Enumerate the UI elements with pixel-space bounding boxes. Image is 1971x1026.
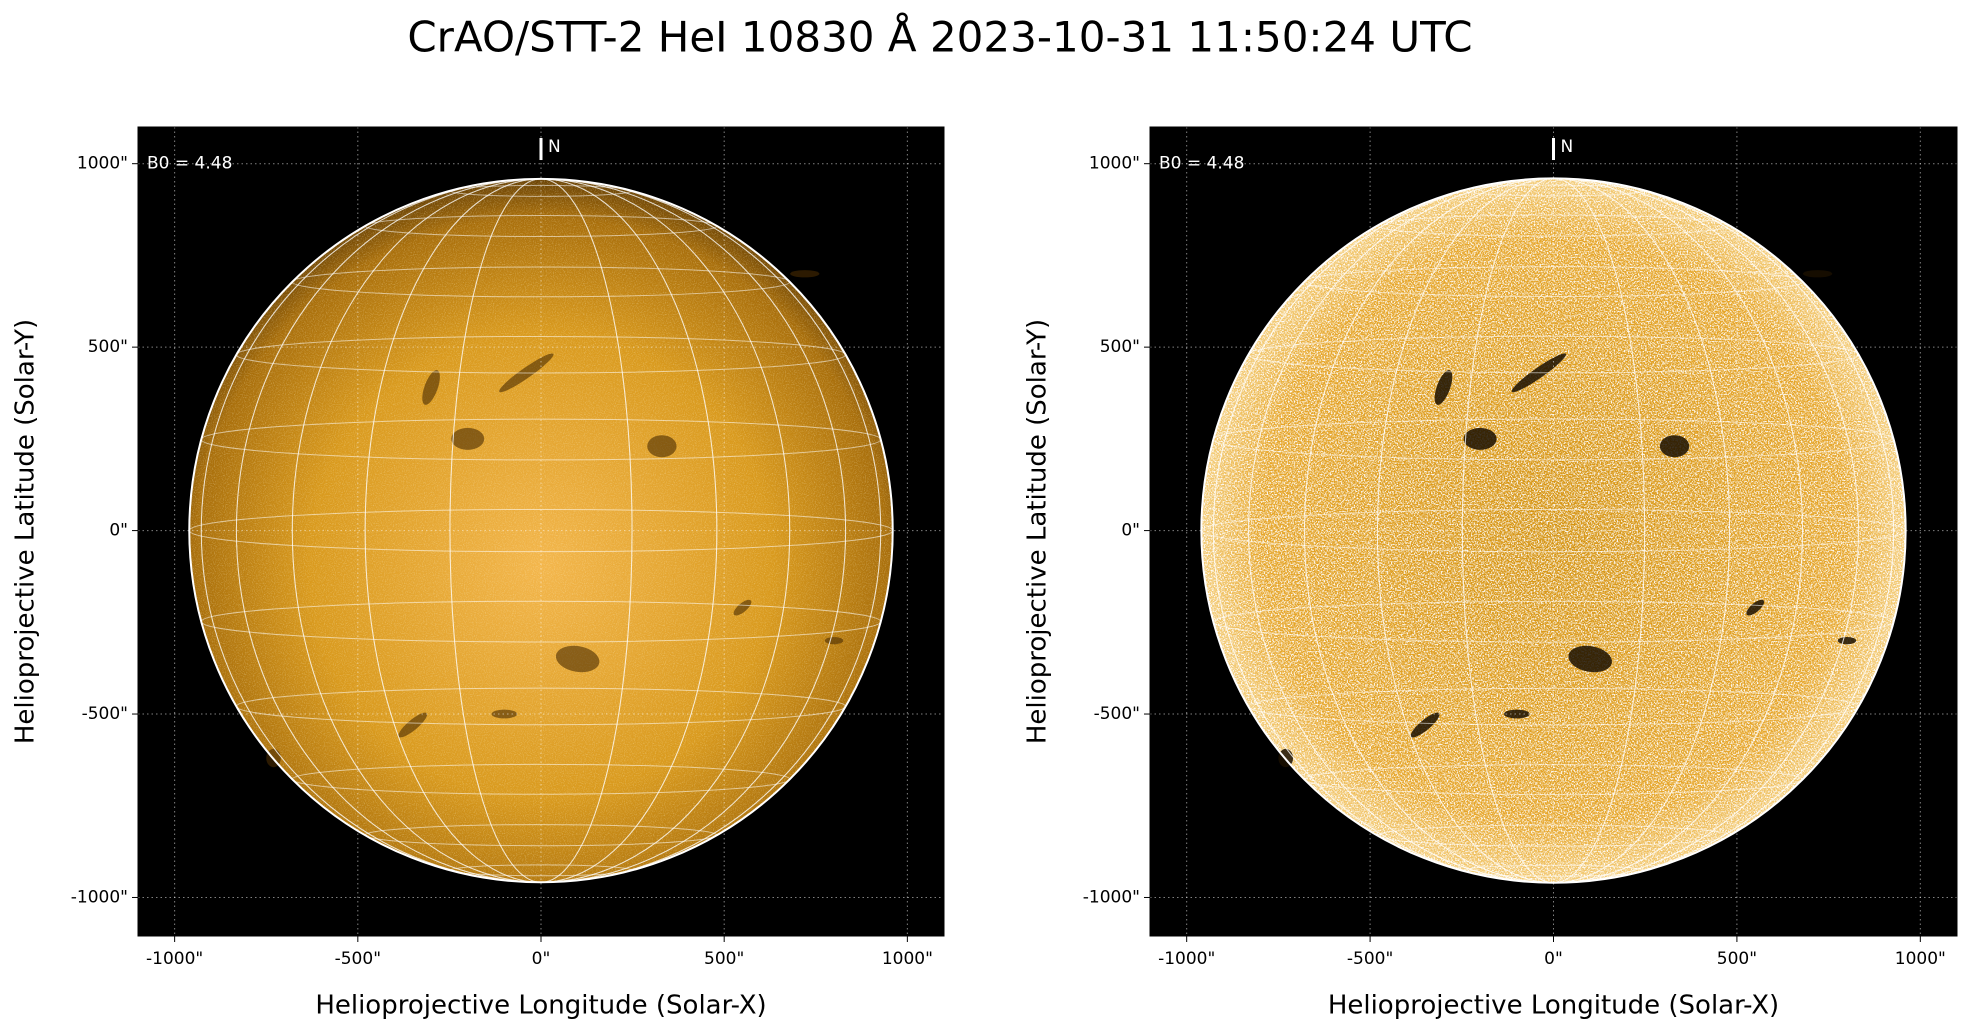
filament [1659, 435, 1690, 458]
y-tick-label: 500" [1100, 337, 1140, 357]
b0-annotation: B0 = 4.48 [147, 154, 232, 174]
x-tick-label: -500" [1347, 949, 1393, 969]
filament [1434, 370, 1453, 405]
x-tick-label: 0" [1544, 949, 1563, 969]
filament [1746, 599, 1765, 616]
y-tick-label: 500" [88, 337, 128, 357]
filament [398, 712, 428, 738]
figure-title: CrAO/STT-2 HeI 10830 Å 2023-10-31 11:50:… [407, 12, 1472, 62]
x-tick-label: -1000" [1158, 949, 1215, 969]
x-tick-label: 500" [1717, 949, 1757, 969]
disk-texture [1201, 178, 1906, 883]
filament [1503, 709, 1530, 719]
parallel [189, 508, 893, 553]
x-tick-label: -1000" [146, 949, 203, 969]
y-tick-label: 1000" [77, 154, 128, 174]
x-tick-label: -500" [335, 949, 381, 969]
y-tick-label: -500" [82, 704, 128, 724]
y-tick-label: 0" [1121, 521, 1140, 541]
filament [451, 427, 485, 450]
y-tick-label: 1000" [1089, 154, 1140, 174]
x-tick-label: 1000" [1895, 949, 1946, 969]
parallel [1201, 508, 1906, 553]
x-axis-label: Helioprojective Longitude (Solar-X) [1328, 991, 1779, 1021]
limb [188, 177, 894, 884]
limb [1200, 177, 1907, 884]
y-axis-label: Helioprojective Latitude (Solar-Y) [1023, 319, 1053, 744]
meridian [1376, 178, 1731, 883]
panel: N B0 = 4.48 -1000" -500" 0" 500" 1000" -1000" -5… [1023, 126, 1958, 1021]
filament [1568, 645, 1612, 673]
filament [647, 435, 677, 458]
b0-annotation: B0 = 4.48 [1159, 154, 1244, 174]
y-tick-label: -1000" [1083, 887, 1140, 907]
plot-frame [1149, 126, 1958, 937]
filament [422, 370, 440, 405]
y-tick-label: 0" [109, 521, 128, 541]
meridian [364, 178, 718, 883]
filament [824, 636, 844, 645]
filament [733, 599, 752, 616]
x-axis-label: Helioprojective Longitude (Solar-X) [315, 991, 766, 1021]
disk-texture [189, 178, 893, 883]
y-tick-label: -1000" [71, 887, 128, 907]
filament [1410, 712, 1440, 738]
meridian [1248, 178, 1859, 883]
meridian [1461, 178, 1646, 883]
filament [1802, 270, 1833, 278]
x-tick-label: 0" [532, 949, 551, 969]
north-label: N [1561, 137, 1574, 157]
filament [555, 645, 600, 673]
plot-frame [137, 126, 945, 937]
x-tick-label: 500" [704, 949, 744, 969]
y-axis-label: Helioprojective Latitude (Solar-Y) [11, 319, 41, 744]
filament [1463, 427, 1497, 450]
filament [1837, 636, 1857, 645]
x-tick-label: 1000" [882, 949, 933, 969]
panel: N B0 = 4.48 -1000" -500" 0" 500" 1000" -1000" -5… [11, 126, 945, 1021]
y-tick-label: -500" [1094, 704, 1140, 724]
north-label: N [548, 137, 561, 157]
filament [790, 270, 820, 278]
filament [491, 709, 518, 719]
